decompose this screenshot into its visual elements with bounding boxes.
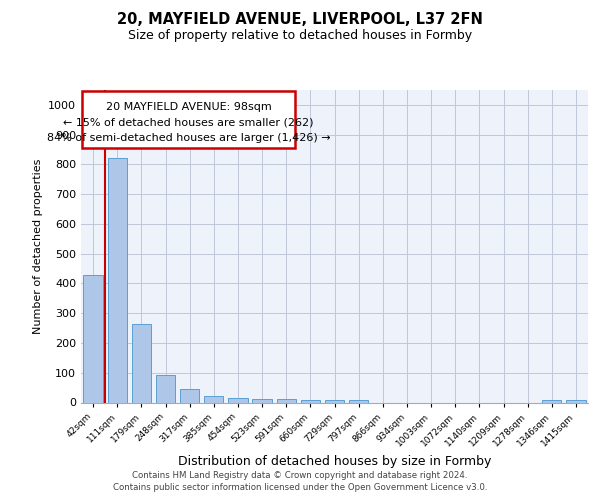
Text: Contains HM Land Registry data © Crown copyright and database right 2024.: Contains HM Land Registry data © Crown c… <box>132 471 468 480</box>
Bar <box>277 399 296 402</box>
X-axis label: Distribution of detached houses by size in Formby: Distribution of detached houses by size … <box>178 454 491 468</box>
Bar <box>228 398 248 402</box>
Text: Size of property relative to detached houses in Formby: Size of property relative to detached ho… <box>128 29 472 42</box>
Bar <box>204 396 223 402</box>
FancyBboxPatch shape <box>82 92 295 148</box>
Bar <box>542 400 562 402</box>
Bar <box>180 388 199 402</box>
Bar <box>566 400 586 402</box>
Bar <box>107 158 127 402</box>
Bar <box>325 400 344 402</box>
Bar <box>83 274 103 402</box>
Y-axis label: Number of detached properties: Number of detached properties <box>32 158 43 334</box>
Text: 20 MAYFIELD AVENUE: 98sqm: 20 MAYFIELD AVENUE: 98sqm <box>106 102 271 113</box>
Text: Contains public sector information licensed under the Open Government Licence v3: Contains public sector information licen… <box>113 483 487 492</box>
Text: ← 15% of detached houses are smaller (262): ← 15% of detached houses are smaller (26… <box>63 118 314 128</box>
Bar <box>349 400 368 402</box>
Text: 20, MAYFIELD AVENUE, LIVERPOOL, L37 2FN: 20, MAYFIELD AVENUE, LIVERPOOL, L37 2FN <box>117 12 483 28</box>
Bar <box>301 400 320 402</box>
Bar <box>156 375 175 402</box>
Text: 84% of semi-detached houses are larger (1,426) →: 84% of semi-detached houses are larger (… <box>47 133 330 143</box>
Bar <box>253 399 272 402</box>
Bar <box>132 324 151 402</box>
